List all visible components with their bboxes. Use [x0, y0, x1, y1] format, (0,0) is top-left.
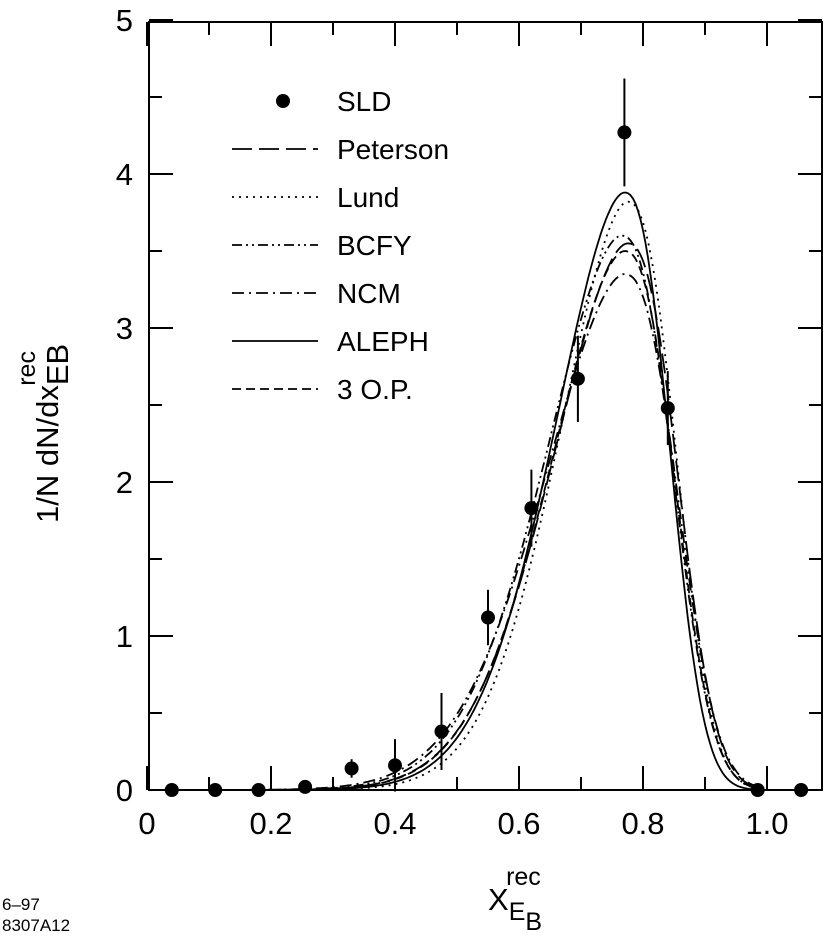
sld-data-point	[344, 761, 359, 776]
legend-label-bcfy: BCFY	[337, 230, 412, 261]
legend-label-peterson: Peterson	[337, 134, 449, 165]
plot-frame	[148, 21, 823, 791]
sld-data-point	[298, 779, 313, 794]
x-tick-label: 0.6	[497, 806, 540, 841]
sld-data-point	[208, 783, 223, 797]
legend-label-lund: Lund	[337, 182, 399, 213]
y-tick-label: 1	[116, 619, 133, 654]
x-tick-label: 0	[138, 806, 155, 841]
x-tick-label: 1.0	[745, 806, 788, 841]
x-axis-title-main: X	[488, 882, 509, 917]
sld-data-point	[617, 125, 632, 140]
legend-label-3-o-p-: 3 O.P.	[337, 374, 413, 405]
footnote-date: 6–97	[2, 895, 40, 914]
legend: SLD Peterson Lund BCFY NCM ALEPH 3 O.P.	[232, 86, 449, 405]
y-axis-title-sub: E	[40, 364, 75, 385]
legend-marker-sld	[276, 94, 290, 108]
y-tick-label: 4	[116, 157, 133, 192]
sld-data-point	[388, 758, 402, 773]
footnote-code: 8307A12	[2, 916, 70, 935]
sld-data-point	[481, 610, 495, 625]
sld-data-point	[750, 783, 765, 797]
y-axis-title-main: 1/N dN/dx	[30, 385, 65, 523]
sld-data-points	[164, 78, 809, 797]
legend-label-aleph: ALEPH	[337, 326, 429, 357]
sld-data-point	[164, 783, 179, 797]
model-curves	[171, 191, 760, 790]
y-tick-label: 5	[116, 3, 133, 38]
curve-aleph	[171, 191, 760, 790]
x-tick-label: 0.8	[621, 806, 664, 841]
curve-ncm	[171, 273, 760, 790]
x-axis-title-sup: rec	[506, 863, 541, 891]
sld-data-point	[251, 783, 266, 797]
x-tick-label: 0.2	[249, 806, 292, 841]
y-axis-title-sup: rec	[13, 351, 41, 386]
curve-peterson	[171, 242, 760, 790]
x-axis-title-sub: E	[509, 898, 526, 926]
curve-3-o-p-	[171, 250, 760, 790]
sld-data-point	[570, 371, 585, 386]
y-tick-label: 3	[116, 311, 133, 346]
x-tick-label: 0.4	[373, 806, 416, 841]
legend-label-sld: SLD	[337, 86, 391, 117]
curve-bcfy	[171, 234, 760, 790]
y-axis-title: 1/N dN/dxEBrec	[13, 344, 75, 523]
curve-lund	[171, 200, 760, 790]
x-axis-title: XEBrec	[488, 863, 542, 936]
y-tick-label: 2	[116, 465, 133, 500]
sld-data-point	[794, 783, 809, 797]
axis-ticks: 0 0.2 0.4 0.6 0.8 1.0 0 1 2 3 4 5	[116, 3, 822, 841]
sld-data-point	[524, 501, 539, 516]
sld-data-point	[660, 401, 675, 416]
y-tick-label: 0	[116, 773, 133, 808]
y-axis-title-subsub: B	[40, 344, 75, 365]
sld-data-point	[434, 724, 449, 739]
legend-label-ncm: NCM	[337, 278, 401, 309]
x-axis-title-subsub: B	[525, 908, 542, 936]
